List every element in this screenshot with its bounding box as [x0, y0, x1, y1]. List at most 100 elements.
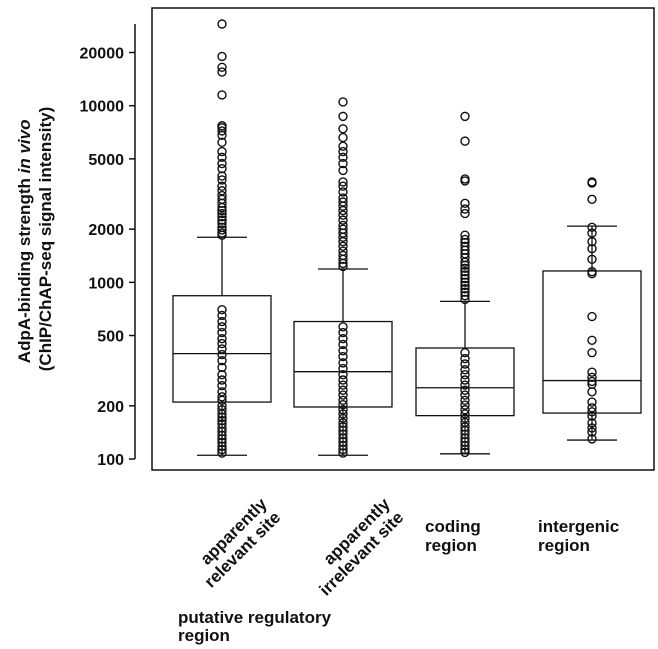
iqr-box [293, 320, 393, 408]
outlier-point [587, 268, 597, 279]
outlier-point [338, 201, 348, 211]
outlier-point [217, 137, 227, 148]
y-axis-title-emphasis: in vivo [15, 120, 34, 174]
outlier-point [217, 152, 227, 163]
outlier-point [338, 409, 348, 419]
outlier-point [587, 244, 597, 254]
outlier-point [338, 181, 348, 191]
outlier-point [217, 316, 227, 327]
outlier-point [460, 280, 470, 291]
outlier-point [217, 344, 227, 354]
outlier-point [217, 202, 227, 213]
outlier-point [217, 146, 227, 157]
outlier-point [217, 392, 227, 402]
y-axis-ticks: 100 200 500 1000 2000 5000 10000 20000 [80, 46, 135, 469]
outlier-point [460, 444, 470, 455]
outlier-point [460, 284, 470, 294]
outlier-point [338, 339, 348, 350]
y-axis-title-line2: (ChIP/ChAP-seq signal intensity) [36, 107, 55, 371]
outlier-point [338, 232, 348, 242]
outlier-point [217, 215, 227, 225]
outlier-point [217, 171, 227, 181]
outlier-point [587, 367, 597, 377]
outlier-point [338, 358, 348, 368]
outlier-point [460, 294, 470, 305]
outlier-point [338, 385, 348, 395]
outlier-point [217, 130, 227, 140]
outlier-point [217, 158, 227, 169]
y-tick-label: 5000 [88, 152, 124, 169]
outlier-point [338, 444, 348, 455]
outlier-point [338, 327, 348, 338]
outlier-point [338, 152, 348, 163]
outlier-point [587, 178, 597, 188]
outlier-point [338, 111, 348, 122]
outlier-point [217, 327, 227, 338]
outlier-point [460, 447, 470, 458]
outlier-point [460, 136, 470, 146]
outlier-point [338, 215, 348, 225]
outlier-point [460, 395, 470, 405]
outlier-point [587, 194, 597, 205]
outlier-point [587, 387, 597, 397]
outlier-point [338, 322, 348, 332]
y-tick-label: 2000 [88, 222, 124, 239]
y-tick-label: 1000 [88, 275, 124, 292]
outlier-point [338, 236, 348, 247]
outlier-point [460, 347, 470, 358]
y-axis-title-main: AdpA-binding strength [15, 173, 34, 363]
outlier-point [217, 198, 227, 209]
outlier-point [460, 257, 470, 267]
outlier-point [338, 333, 348, 344]
outlier-point [217, 409, 227, 419]
outlier-point [217, 175, 227, 185]
outlier-points [217, 19, 597, 458]
outlier-point [338, 146, 348, 157]
category-label-line: coding [425, 517, 481, 536]
outlier-point [217, 430, 227, 441]
category-label: apparentlyrelevant site [187, 494, 284, 591]
outlier-point [338, 165, 348, 176]
outlier-point [587, 411, 597, 421]
outlier-point [338, 399, 348, 410]
outlier-point [460, 375, 470, 385]
outlier-point [217, 205, 227, 216]
outlier-point [217, 412, 227, 423]
outlier-point [338, 351, 348, 362]
outlier-point [338, 258, 348, 269]
outlier-point [338, 395, 348, 405]
outlier-point [338, 254, 348, 265]
outlier-point [460, 385, 470, 395]
outlier-point [217, 126, 227, 136]
outlier-point [587, 427, 597, 437]
y-tick-label: 200 [97, 399, 124, 416]
outlier-point [217, 448, 227, 458]
outlier-point [460, 365, 470, 375]
outlier-point [217, 218, 227, 229]
iqr-box [542, 270, 642, 414]
category-label-line: region [425, 536, 477, 555]
outlier-point [460, 390, 470, 400]
outlier-point [217, 322, 227, 332]
outlier-point [217, 181, 227, 191]
outlier-point [217, 90, 227, 100]
outlier-point [338, 370, 348, 380]
y-tick-label: 500 [97, 329, 124, 346]
outlier-point [587, 335, 597, 345]
outlier-point [587, 311, 597, 322]
outlier-point [217, 444, 227, 455]
outlier-point [460, 111, 470, 122]
outlier-point [217, 356, 227, 366]
outlier-point [217, 62, 227, 72]
outlier-point [338, 97, 348, 107]
outlier-point [460, 198, 470, 209]
outlier-point [587, 407, 597, 417]
category-label: coding region [425, 517, 481, 555]
outlier-point [217, 310, 227, 321]
outlier-point [217, 67, 227, 77]
outlier-point [217, 208, 227, 219]
outlier-point [460, 260, 470, 270]
y-tick-label: 20000 [80, 46, 125, 63]
group-label: putative regulatory [178, 608, 332, 627]
outlier-point [338, 205, 348, 216]
